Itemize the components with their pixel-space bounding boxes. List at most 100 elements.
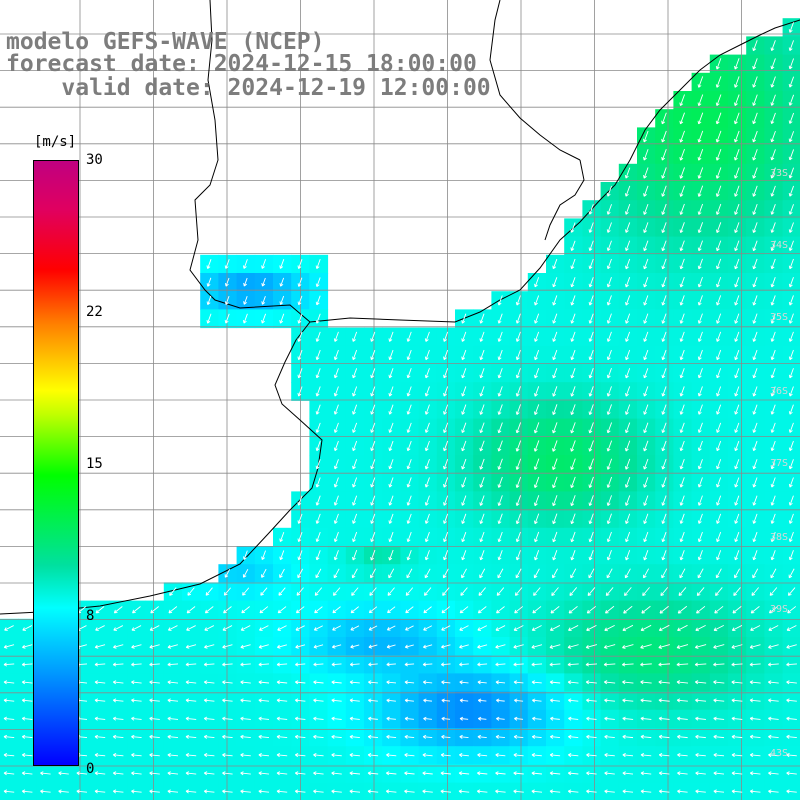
wind-arrow bbox=[697, 386, 703, 397]
wind-arrow bbox=[788, 222, 794, 233]
wind-arrow bbox=[603, 644, 616, 649]
wind-arrow bbox=[333, 404, 339, 415]
wind-arrow bbox=[679, 167, 685, 179]
wind-arrow bbox=[497, 476, 503, 488]
wind-arrow bbox=[734, 94, 740, 106]
wind-arrow bbox=[478, 587, 486, 596]
wind-arrow bbox=[588, 422, 594, 434]
wind-arrow bbox=[279, 568, 285, 578]
wind-arrow bbox=[222, 753, 233, 758]
wind-arrow bbox=[769, 587, 778, 596]
wind-arrow bbox=[643, 404, 649, 415]
wind-arrow bbox=[477, 716, 487, 721]
wind-arrow bbox=[622, 624, 634, 632]
wind-arrow bbox=[261, 296, 266, 305]
wind-arrow bbox=[679, 368, 685, 379]
wind-arrow bbox=[352, 386, 358, 397]
wind-arrow bbox=[534, 368, 540, 379]
wind-arrow bbox=[3, 789, 15, 794]
wind-arrow bbox=[276, 662, 288, 667]
wind-arrow bbox=[770, 277, 776, 288]
wind-arrow bbox=[643, 458, 649, 470]
coastline bbox=[0, 19, 800, 615]
wind-arrow bbox=[442, 587, 450, 596]
wind-arrow bbox=[622, 734, 634, 739]
wind-arrow bbox=[661, 368, 667, 379]
wind-arrow bbox=[716, 331, 722, 342]
wind-arrow bbox=[731, 789, 743, 794]
wind-arrow bbox=[3, 771, 15, 776]
wind-arrow bbox=[276, 680, 288, 685]
wind-arrow bbox=[716, 313, 722, 324]
wind-arrow bbox=[515, 550, 521, 561]
wind-arrow bbox=[203, 662, 215, 667]
wind-arrow bbox=[515, 513, 521, 525]
wind-arrow bbox=[258, 662, 269, 667]
wind-arrow bbox=[3, 698, 15, 703]
wind-arrow bbox=[752, 295, 758, 306]
wind-arrow bbox=[331, 698, 342, 703]
wind-arrow bbox=[367, 753, 379, 758]
wind-arrow bbox=[625, 349, 631, 361]
wind-arrow bbox=[567, 644, 579, 649]
wind-arrow bbox=[279, 277, 285, 287]
wind-arrow bbox=[606, 331, 612, 342]
wind-arrow bbox=[240, 662, 251, 667]
wind-arrow bbox=[349, 662, 360, 667]
wind-arrow bbox=[331, 680, 342, 685]
wind-arrow bbox=[276, 698, 288, 703]
wind-arrow bbox=[297, 313, 303, 324]
wind-arrow bbox=[349, 716, 360, 721]
wind-arrow bbox=[661, 440, 667, 452]
wind-arrow bbox=[624, 222, 631, 233]
wind-arrow bbox=[112, 698, 124, 703]
wind-arrow bbox=[531, 625, 542, 631]
wind-arrow bbox=[533, 568, 540, 579]
wind-arrow bbox=[94, 662, 106, 667]
wind-arrow bbox=[333, 513, 339, 524]
wind-arrow bbox=[786, 771, 797, 776]
wind-arrow bbox=[552, 331, 558, 342]
wind-arrow bbox=[751, 587, 759, 596]
wind-arrow bbox=[515, 568, 522, 579]
wind-arrow bbox=[459, 753, 469, 758]
wind-arrow bbox=[768, 698, 779, 703]
wind-arrow bbox=[716, 531, 722, 543]
lat-label: 34S bbox=[770, 240, 789, 251]
wind-arrow bbox=[94, 698, 106, 703]
wind-arrow bbox=[588, 386, 594, 397]
wind-arrow bbox=[715, 76, 722, 88]
wind-arrow bbox=[479, 422, 485, 434]
wind-arrow bbox=[588, 476, 594, 489]
wind-arrow bbox=[549, 734, 560, 739]
wind-arrow bbox=[679, 550, 685, 561]
wind-arrow bbox=[443, 440, 449, 452]
wind-arrow bbox=[716, 513, 722, 524]
wind-arrow bbox=[679, 568, 686, 579]
wind-arrow bbox=[442, 568, 449, 579]
wind-arrow bbox=[788, 76, 795, 88]
wind-arrow bbox=[770, 459, 776, 470]
wind-arrow bbox=[749, 734, 761, 739]
wind-arrow bbox=[479, 368, 485, 379]
wind-arrow bbox=[386, 753, 397, 758]
wind-arrow bbox=[349, 789, 361, 794]
wind-arrow bbox=[786, 698, 797, 703]
wind-arrow bbox=[295, 644, 306, 649]
wind-arrow bbox=[497, 513, 503, 525]
wind-arrow bbox=[424, 513, 430, 524]
wind-arrow bbox=[112, 680, 124, 685]
wind-arrow bbox=[788, 185, 794, 197]
wind-arrow bbox=[313, 644, 324, 649]
wind-arrow bbox=[603, 680, 616, 685]
wind-arrow bbox=[606, 258, 612, 270]
wind-arrow bbox=[515, 476, 522, 488]
wind-arrow bbox=[770, 331, 776, 342]
wind-arrow bbox=[461, 477, 467, 488]
wind-arrow bbox=[533, 513, 540, 525]
wind-arrow bbox=[640, 716, 652, 721]
wind-arrow bbox=[624, 167, 631, 179]
wind-arrow bbox=[676, 644, 689, 649]
wind-arrow bbox=[315, 368, 321, 379]
wind-arrow bbox=[187, 587, 195, 596]
